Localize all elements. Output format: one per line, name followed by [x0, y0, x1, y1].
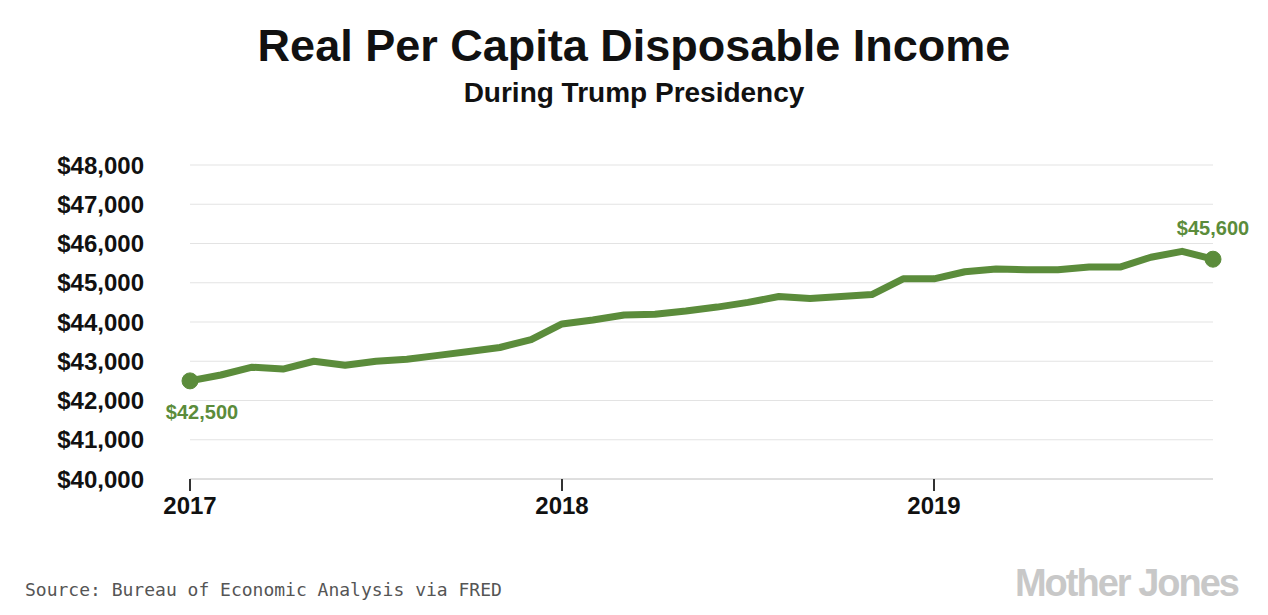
svg-text:$48,000: $48,000 [57, 152, 144, 179]
svg-text:$45,000: $45,000 [57, 269, 144, 296]
svg-text:$44,000: $44,000 [57, 309, 144, 336]
svg-text:$46,000: $46,000 [57, 230, 144, 257]
html-text:During Trump Presidency: During Trump Presidency [463, 77, 805, 108]
svg-text:$45,600: $45,600 [1177, 217, 1249, 239]
html-text:Real Per Capita Disposable Inc: Real Per Capita Disposable Income [257, 20, 1011, 71]
svg-text:$42,000: $42,000 [57, 387, 144, 414]
svg-text:$41,000: $41,000 [57, 426, 144, 453]
svg-text:$42,500: $42,500 [166, 401, 238, 423]
svg-text:$47,000: $47,000 [57, 191, 144, 218]
svg-text:$43,000: $43,000 [57, 348, 144, 375]
svg-text:2017: 2017 [163, 492, 216, 519]
html-text:Mother Jones: Mother Jones [1015, 562, 1238, 604]
svg-text:$40,000: $40,000 [57, 466, 144, 493]
svg-text:2019: 2019 [907, 492, 960, 519]
svg-text:2018: 2018 [535, 492, 588, 519]
html-text:Source: Bureau of Economic Ana: Source: Bureau of Economic Analysis via … [25, 579, 502, 600]
